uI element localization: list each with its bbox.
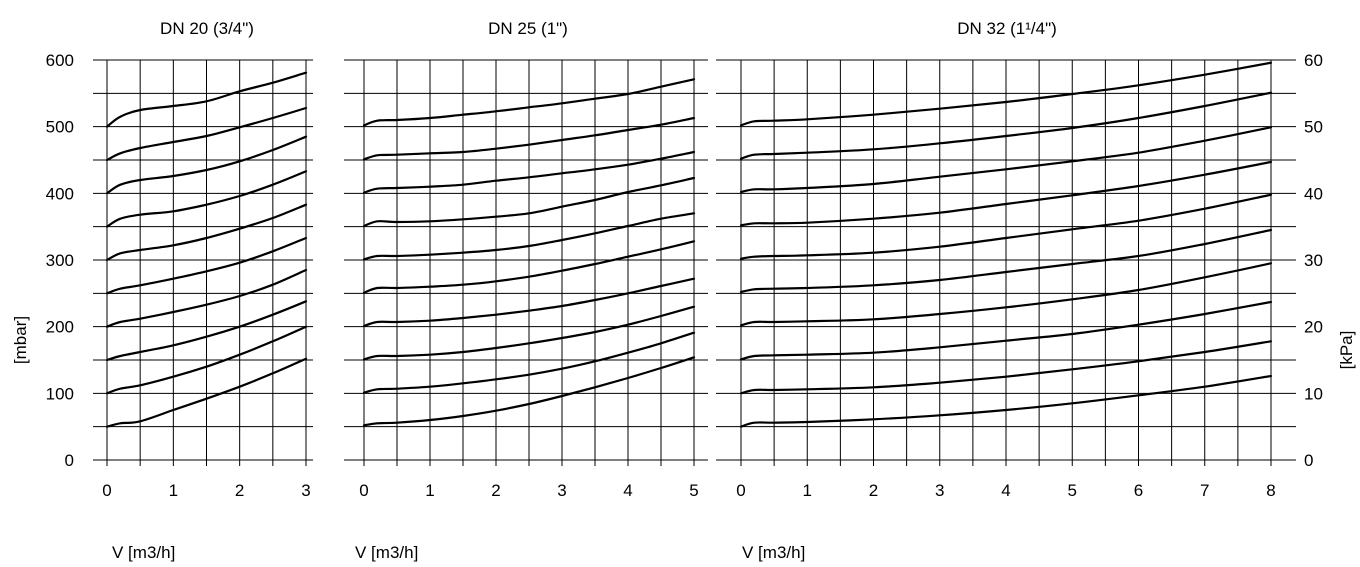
curve-dn32-6	[739, 193, 1273, 260]
x-axis-label-dn20: V [m3/h]	[112, 543, 175, 562]
x-tick-label-dn32: 6	[1134, 481, 1143, 500]
curve-dn20-6	[105, 203, 308, 262]
y-tick-label-kpa: 60	[1304, 51, 1323, 70]
y-tick-label-kpa: 0	[1304, 451, 1313, 470]
x-tick-label-dn32: 2	[869, 481, 878, 500]
x-tick-label-dn20: 2	[235, 481, 244, 500]
curve-dn20-9	[105, 106, 308, 162]
curve-dn32-3	[739, 300, 1273, 361]
curve-dn20-3	[105, 300, 308, 362]
x-axis-label-dn25: V [m3/h]	[355, 543, 418, 562]
curve-dn20-1	[105, 357, 308, 428]
x-tick-label-dn25: 1	[425, 481, 434, 500]
curve-dn32-10	[739, 61, 1273, 127]
y-tick-label-kpa: 40	[1304, 184, 1323, 203]
x-tick-label-dn32: 7	[1200, 481, 1209, 500]
y-tick-label-mbar: 300	[46, 251, 74, 270]
curve-dn32-9	[739, 91, 1273, 160]
curve-dn32-1	[739, 374, 1273, 428]
curve-dn20-7	[105, 170, 308, 228]
curve-dn25-9	[362, 116, 696, 161]
x-tick-label-dn20: 1	[169, 481, 178, 500]
x-tick-label-dn20: 3	[301, 481, 310, 500]
curve-dn32-5	[739, 228, 1273, 294]
y-tick-label-mbar: 600	[46, 51, 74, 70]
x-tick-label-dn32: 1	[803, 481, 812, 500]
x-tick-label-dn32: 5	[1068, 481, 1077, 500]
curve-dn32-4	[739, 262, 1273, 327]
x-tick-label-dn25: 0	[359, 481, 368, 500]
x-tick-label-dn25: 5	[689, 481, 698, 500]
curve-dn20-4	[105, 268, 308, 328]
x-axis-label-dn32: V [m3/h]	[742, 543, 805, 562]
panel-title-dn32: DN 32 (1¹/4")	[957, 19, 1057, 38]
panel-title-dn25: DN 25 (1")	[488, 19, 568, 38]
y-tick-label-mbar: 500	[46, 118, 74, 137]
x-tick-label-dn25: 2	[491, 481, 500, 500]
x-tick-label-dn20: 0	[102, 481, 111, 500]
y-tick-label-kpa: 50	[1304, 118, 1323, 137]
curve-dn25-2	[362, 331, 696, 394]
x-tick-label-dn32: 4	[1001, 481, 1010, 500]
curve-dn20-5	[105, 236, 308, 295]
curve-dn25-1	[362, 356, 696, 427]
y-tick-label-kpa: 30	[1304, 251, 1323, 270]
y-axis-label-mbar: [mbar]	[11, 316, 30, 364]
curve-dn25-6	[362, 212, 696, 261]
curve-dn32-7	[739, 160, 1273, 227]
curve-dn25-10	[362, 78, 696, 127]
curve-dn25-8	[362, 150, 696, 194]
curve-dn20-2	[105, 325, 308, 395]
x-tick-label-dn32: 8	[1266, 481, 1275, 500]
x-tick-label-dn25: 3	[557, 481, 566, 500]
y-tick-label-mbar: 400	[46, 184, 74, 203]
curve-dn32-8	[739, 126, 1273, 194]
y-axis-label-kpa: [kPa]	[1337, 331, 1356, 370]
curve-dn25-4	[362, 277, 696, 328]
curve-dn25-5	[362, 240, 696, 294]
y-tick-label-mbar: 0	[65, 451, 74, 470]
curve-dn20-8	[105, 135, 308, 195]
x-tick-label-dn32: 3	[935, 481, 944, 500]
curve-dn25-3	[362, 305, 696, 361]
x-tick-label-dn25: 4	[623, 481, 632, 500]
curve-dn20-10	[105, 71, 308, 128]
y-tick-label-mbar: 200	[46, 318, 74, 337]
curve-dn32-2	[739, 340, 1273, 395]
y-tick-label-kpa: 20	[1304, 318, 1323, 337]
curve-dn25-7	[362, 176, 696, 228]
y-tick-label-mbar: 100	[46, 384, 74, 403]
panel-title-dn20: DN 20 (3/4")	[160, 19, 254, 38]
y-tick-label-kpa: 10	[1304, 384, 1323, 403]
x-tick-label-dn32: 0	[736, 481, 745, 500]
